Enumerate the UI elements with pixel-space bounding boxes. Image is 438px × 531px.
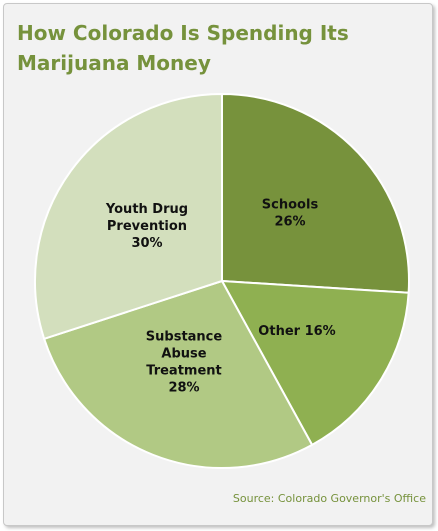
chart-title-line-1: How Colorado Is Spending Its — [17, 21, 349, 45]
pie-slice-0 — [221, 93, 410, 294]
pie-slice-label-line: Youth Drug — [105, 202, 188, 217]
pie-slice-label-line: Substance — [146, 330, 223, 345]
pie-slice-2 — [43, 280, 314, 469]
chart-title: How Colorado Is Spending Its Marijuana M… — [17, 18, 417, 78]
pie-slice-label-1: Other 16% — [258, 324, 335, 339]
pie-slice-label-line: Schools — [262, 198, 319, 213]
pie-labels: Schools 26% Other 16% Substance Abuse Treatme… — [105, 198, 336, 396]
pie-slice-label-0: Schools 26% — [262, 198, 319, 230]
pie-slices — [34, 93, 410, 469]
pie-slice-label-2: Substance Abuse Treatment 28% — [146, 330, 223, 396]
pie-slice-label-line: 28% — [168, 381, 199, 396]
chart-title-line-2: Marijuana Money — [17, 51, 211, 75]
pie-slice-label-line: Treatment — [146, 364, 222, 379]
pie-slice-label-line: 30% — [131, 236, 162, 251]
pie-slice-label-line: 26% — [274, 215, 305, 230]
source-note: Source: Colorado Governor's Office — [232, 492, 426, 505]
pie-slice-3 — [34, 93, 223, 340]
pie-slice-label-line: Abuse — [161, 347, 206, 362]
pie-slice-label-line: Other 16% — [258, 324, 335, 339]
pie-slice-label-3: Youth Drug Prevention 30% — [105, 202, 188, 251]
pie-slice-label-line: Prevention — [107, 219, 187, 234]
pie-slice-1 — [221, 280, 410, 446]
